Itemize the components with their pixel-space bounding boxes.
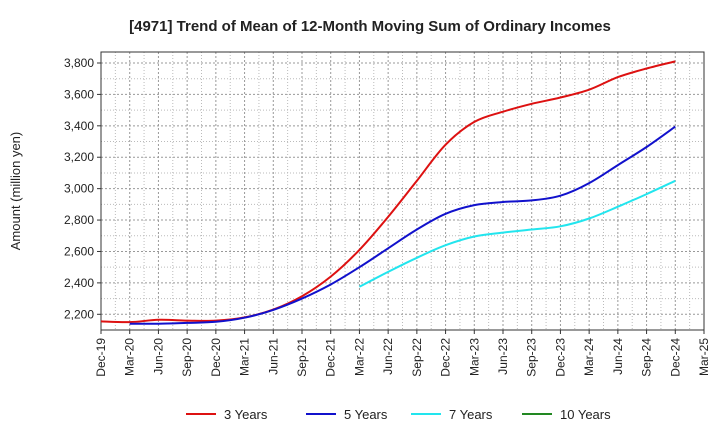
- x-axis-ticks: Dec-19 Mar-20 Jun-20 Sep-20 Dec-20 Mar-21 Jun-…: [94, 330, 711, 377]
- series-line-7-years: [358, 179, 676, 288]
- x-tick-label: Dec-20: [209, 338, 223, 377]
- y-tick-label: 3,400: [64, 119, 94, 133]
- legend-label-5-years: 5 Years: [344, 407, 388, 422]
- series-line-3-years: [100, 60, 676, 324]
- plot-frame: [100, 51, 705, 331]
- series-line-5-years: [129, 125, 676, 325]
- y-tick-label: 3,200: [64, 150, 94, 164]
- x-tick-label: Dec-22: [439, 338, 453, 377]
- x-tick-label: Jun-23: [496, 338, 510, 375]
- x-tick-label: Mar-24: [582, 338, 596, 376]
- legend: 3 Years 5 Years 7 Years 10 Years: [186, 407, 611, 422]
- y-tick-label: 2,800: [64, 213, 94, 227]
- x-tick-label: Mar-20: [123, 338, 137, 376]
- legend-label-3-years: 3 Years: [224, 407, 268, 422]
- y-tick-label: 2,400: [64, 276, 94, 290]
- series-lines: [100, 60, 676, 325]
- legend-label-7-years: 7 Years: [449, 407, 493, 422]
- x-tick-label: Jun-21: [266, 338, 280, 375]
- x-tick-label: Jun-22: [381, 338, 395, 375]
- y-tick-label: 2,200: [64, 307, 94, 321]
- y-tick-label: 2,600: [64, 244, 94, 258]
- x-tick-label: Jun-24: [611, 338, 625, 375]
- x-tick-label: Sep-23: [525, 338, 539, 377]
- y-tick-label: 3,600: [64, 87, 94, 101]
- chart-title: [4971] Trend of Mean of 12-Month Moving …: [129, 18, 611, 35]
- x-tick-label: Dec-21: [324, 338, 338, 377]
- x-tick-label: Sep-22: [410, 338, 424, 377]
- x-tick-label: Mar-22: [352, 338, 366, 376]
- x-tick-label: Dec-23: [553, 338, 567, 377]
- x-tick-label: Dec-24: [668, 338, 682, 377]
- x-tick-label: Sep-20: [180, 338, 194, 377]
- x-tick-label: Sep-24: [640, 338, 654, 377]
- legend-label-10-years: 10 Years: [560, 407, 611, 422]
- y-tick-label: 3,000: [64, 182, 94, 196]
- x-tick-label: Mar-23: [467, 338, 481, 376]
- y-axis-ticks: 2,200 2,400 2,600 2,800 3,000 3,200 3,400 3,600…: [64, 56, 101, 321]
- y-axis-label: Amount (million yen): [8, 132, 23, 251]
- x-tick-label: Mar-25: [697, 338, 711, 376]
- y-tick-label: 3,800: [64, 56, 94, 70]
- x-tick-label: Mar-21: [238, 338, 252, 376]
- x-tick-label: Jun-20: [151, 338, 165, 375]
- x-tick-label: Sep-21: [295, 338, 309, 377]
- x-tick-label: Dec-19: [94, 338, 108, 377]
